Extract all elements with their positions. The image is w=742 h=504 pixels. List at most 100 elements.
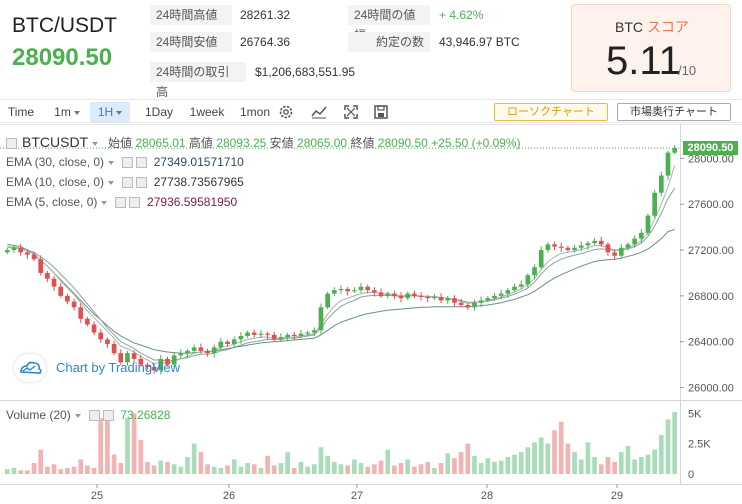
time-label: Time <box>7 105 35 119</box>
candle-body <box>445 298 451 301</box>
interval-1mon-button[interactable]: 1mon <box>239 105 271 119</box>
candle-body <box>392 293 397 296</box>
candle-body <box>672 148 677 153</box>
volume-bar <box>25 470 30 474</box>
ema10-line <box>7 187 676 362</box>
trades-label: 約定の数 <box>348 32 430 52</box>
candle-body <box>38 259 44 273</box>
volume-bar <box>345 465 351 474</box>
price-tick-label: 26800.00 <box>688 291 734 303</box>
volume-value: $1,206,683,551.95 <box>255 65 356 79</box>
fullscreen-icon[interactable] <box>342 103 360 121</box>
volume-bar <box>338 464 344 474</box>
price-tick-label: 27200.00 <box>688 245 734 257</box>
time-tick-label: 26 <box>223 490 235 502</box>
volume-bar <box>625 446 631 474</box>
score-prefix: BTC <box>615 19 644 35</box>
candle-body <box>131 353 137 359</box>
volume-bar <box>151 465 157 474</box>
candle-body <box>352 290 357 292</box>
volume-bar <box>98 418 104 474</box>
volume-bar <box>525 447 531 474</box>
indicator-icon[interactable] <box>310 103 328 121</box>
volume-bar <box>258 467 264 474</box>
volume-bar <box>165 461 170 474</box>
candle-body <box>78 307 84 319</box>
close-icon[interactable] <box>129 197 141 209</box>
time-tick-label: 27 <box>351 490 363 502</box>
depth-chart-button[interactable]: 市場奥行チャート <box>617 103 731 121</box>
settings-icon[interactable] <box>122 177 134 189</box>
candle-body <box>91 324 97 333</box>
volume-tick-label: 0 <box>688 469 694 481</box>
settings-icon[interactable] <box>122 157 134 169</box>
candle-body <box>98 332 104 340</box>
candle-body <box>211 347 217 354</box>
candle-body <box>465 305 471 308</box>
volume-bar <box>18 470 24 474</box>
volume-bar <box>251 464 257 474</box>
interval-1day-button[interactable]: 1Day <box>144 105 173 119</box>
volume-bar <box>412 466 417 474</box>
candle-body <box>632 238 637 245</box>
settings-icon[interactable] <box>88 410 100 422</box>
volume-bar <box>445 453 451 474</box>
candle-body <box>105 339 110 344</box>
volume-label: Volume (20) <box>6 408 71 422</box>
interval-1h-dropdown[interactable]: 1H <box>90 102 130 122</box>
change-value: + 4.62% <box>439 8 484 22</box>
candle-body <box>338 289 344 291</box>
candle-body <box>258 333 264 335</box>
chevron-down-icon[interactable] <box>74 413 81 418</box>
price-chart[interactable]: 28000.00 27600.00 27200.00 26800.00 26400.00… <box>0 124 742 504</box>
settings-icon[interactable] <box>115 197 127 209</box>
ema10-label: EMA (10, close, 0) <box>6 175 105 189</box>
volume-bar <box>425 461 431 474</box>
candle-body <box>291 334 297 336</box>
volume-bar <box>485 458 491 474</box>
close-icon[interactable] <box>102 410 114 422</box>
candle-body <box>412 293 417 296</box>
candle-body <box>525 275 531 285</box>
chevron-down-icon[interactable] <box>108 160 115 165</box>
volume-bar <box>78 459 84 474</box>
interval-1week-button[interactable]: 1week <box>189 105 225 119</box>
close-icon[interactable] <box>136 157 148 169</box>
chevron-down-icon[interactable] <box>108 180 115 185</box>
candle-body <box>485 298 491 301</box>
volume-bar <box>125 418 130 474</box>
chevron-down-icon[interactable] <box>92 141 99 146</box>
high-label: 24時間高値 <box>150 5 232 25</box>
volume-bar <box>418 464 424 474</box>
volume-bar <box>131 413 137 474</box>
interval-1h-label: 1H <box>97 105 114 119</box>
candle-body <box>178 353 184 356</box>
volume-bar <box>672 412 677 474</box>
chevron-down-icon[interactable] <box>101 200 108 205</box>
volume-bar <box>398 463 404 474</box>
interval-1m-dropdown[interactable]: 1m <box>50 102 84 122</box>
volume-bar <box>458 452 464 474</box>
chevron-down-icon <box>73 110 80 115</box>
candle-body <box>325 293 330 308</box>
volume-bar <box>291 467 297 474</box>
gear-icon[interactable] <box>277 103 295 121</box>
price-tick-label: 28000.00 <box>688 153 734 165</box>
collapse-icon[interactable] <box>6 138 17 150</box>
ema5-label: EMA (5, close, 0) <box>6 195 98 209</box>
ema5-line <box>7 165 676 365</box>
candle-body <box>138 358 144 365</box>
candle-body <box>492 295 497 299</box>
save-icon[interactable] <box>372 103 390 121</box>
volume-bar <box>492 461 497 474</box>
volume-bar <box>298 461 304 474</box>
candle-body <box>652 192 657 216</box>
candlestick-chart-button[interactable]: ローソクチャート <box>494 103 608 121</box>
close-icon[interactable] <box>136 177 148 189</box>
volume-bar <box>592 457 597 474</box>
candle-body <box>65 295 70 302</box>
volume-bar <box>105 414 110 474</box>
candle-body <box>111 344 117 354</box>
volume-bar <box>11 467 17 474</box>
volume-bar <box>658 435 664 474</box>
